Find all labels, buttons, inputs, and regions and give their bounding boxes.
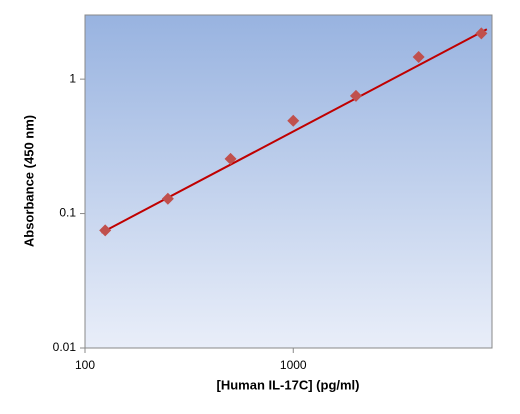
y-tick-label: 0.01 [53,340,77,354]
data-point [224,152,237,165]
data-point [349,89,362,102]
x-tick-label: 100 [75,358,95,372]
data-point [99,224,112,237]
data-point [287,114,300,127]
data-point [412,51,425,64]
y-axis-title: Absorbance (450 nm) [21,115,36,247]
x-tick-label: 1000 [280,358,307,372]
data-point [161,192,174,205]
y-tick-label: 1 [69,71,76,85]
data-point [475,27,488,40]
plot-area [84,14,493,349]
y-tick-label: 0.1 [59,206,76,220]
x-axis-title: [Human IL-17C] (pg/ml) [217,377,360,392]
